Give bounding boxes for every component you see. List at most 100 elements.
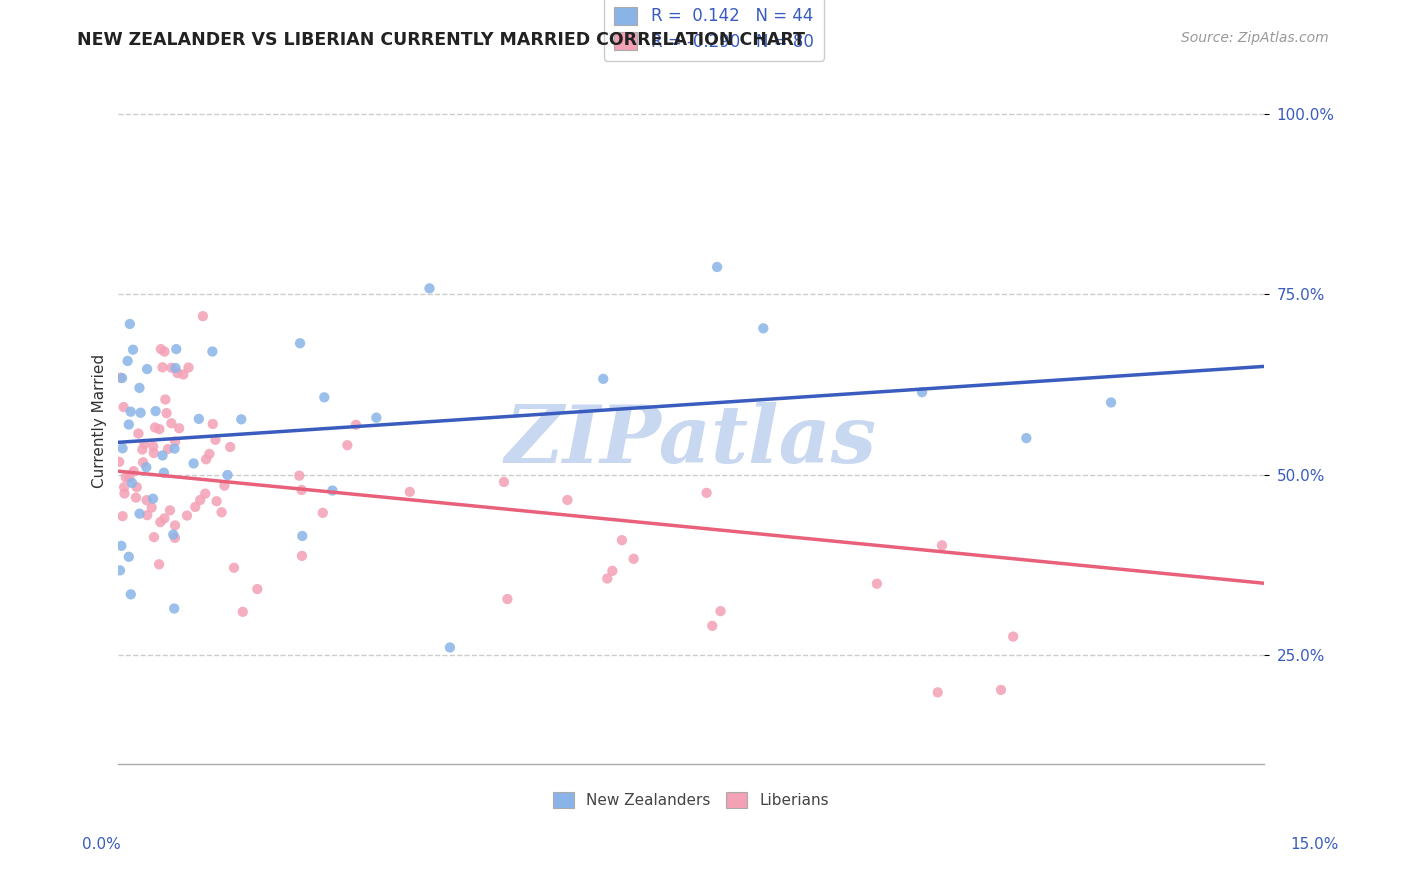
Point (117, 354, 139, 368)
Point (120, 587, 142, 601)
Y-axis label: Currently Married: Currently Married (93, 353, 107, 488)
Point (108, 563, 131, 577)
Point (111, 371, 134, 385)
Point (153, 466, 176, 480)
Point (592, 372, 614, 386)
Point (111, 442, 134, 456)
Point (125, 480, 148, 494)
Point (195, 452, 218, 467)
Point (172, 368, 194, 382)
Point (706, 260, 728, 274)
Point (111, 509, 134, 524)
Point (142, 491, 165, 506)
Point (114, 470, 136, 484)
Point (160, 360, 183, 375)
Point (291, 529, 314, 543)
Point (439, 640, 461, 655)
Point (321, 483, 343, 498)
Point (866, 576, 889, 591)
Point (112, 400, 135, 414)
Point (163, 518, 186, 533)
Point (134, 436, 156, 450)
Point (201, 344, 224, 359)
Point (177, 360, 200, 375)
Point (148, 422, 170, 436)
Point (217, 468, 239, 483)
Point (142, 439, 165, 453)
Point (176, 508, 198, 523)
Point (366, 410, 388, 425)
Point (709, 604, 731, 618)
Point (201, 417, 224, 431)
Point (136, 362, 159, 376)
Point (152, 449, 174, 463)
Point (162, 527, 184, 541)
Point (165, 361, 187, 376)
Point (142, 446, 165, 460)
Point (314, 390, 336, 404)
Point (931, 538, 953, 552)
Point (135, 493, 157, 508)
Point (122, 343, 145, 357)
Point (141, 500, 163, 515)
Point (557, 492, 579, 507)
Point (143, 420, 166, 434)
Point (110, 370, 132, 384)
Point (165, 342, 187, 356)
Point (312, 506, 335, 520)
Point (114, 486, 136, 500)
Point (211, 505, 233, 519)
Point (191, 309, 214, 323)
Point (128, 381, 150, 395)
Point (163, 531, 186, 545)
Point (122, 464, 145, 478)
Text: 15.0%: 15.0% (1291, 838, 1339, 852)
Point (149, 342, 172, 356)
Point (927, 685, 949, 699)
Point (110, 539, 132, 553)
Point (205, 494, 228, 508)
Point (204, 433, 226, 447)
Point (120, 405, 142, 419)
Text: Source: ZipAtlas.com: Source: ZipAtlas.com (1181, 31, 1329, 45)
Point (418, 281, 440, 295)
Point (187, 412, 209, 426)
Point (990, 682, 1012, 697)
Point (156, 442, 179, 456)
Point (128, 507, 150, 521)
Point (160, 417, 183, 431)
Point (167, 421, 190, 435)
Point (344, 417, 367, 432)
Point (1015, 431, 1038, 445)
Point (121, 475, 143, 490)
Point (163, 601, 186, 615)
Point (194, 486, 217, 500)
Point (153, 511, 176, 525)
Point (155, 392, 177, 407)
Point (118, 549, 141, 564)
Point (183, 457, 205, 471)
Point (752, 321, 775, 335)
Point (135, 460, 157, 475)
Point (702, 619, 724, 633)
Point (155, 406, 177, 420)
Point (696, 486, 718, 500)
Point (129, 406, 152, 420)
Text: 0.0%: 0.0% (82, 838, 121, 852)
Point (132, 455, 155, 469)
Point (246, 582, 269, 596)
Legend: New Zealanders, Liberians: New Zealanders, Liberians (547, 786, 835, 814)
Point (232, 605, 254, 619)
Point (602, 564, 624, 578)
Point (145, 404, 167, 418)
Point (188, 493, 211, 508)
Point (143, 530, 166, 544)
Point (1002, 630, 1025, 644)
Point (610, 533, 633, 548)
Point (125, 491, 148, 505)
Text: ZIPatlas: ZIPatlas (505, 402, 877, 480)
Point (596, 572, 619, 586)
Point (118, 417, 141, 432)
Point (336, 438, 359, 452)
Point (198, 447, 221, 461)
